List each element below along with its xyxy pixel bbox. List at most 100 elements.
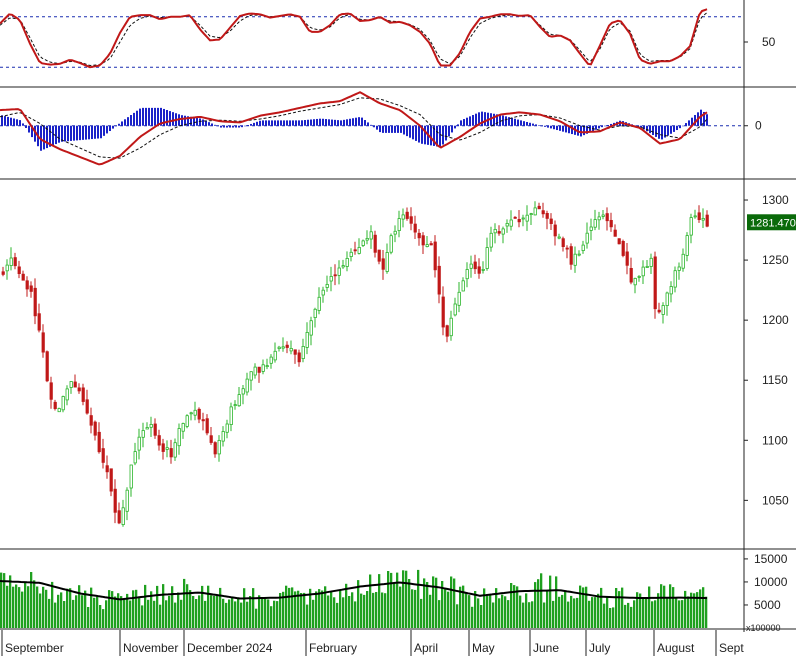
macd-histogram-bar bbox=[250, 123, 252, 126]
macd-histogram-bar bbox=[505, 116, 507, 126]
candlestick bbox=[273, 342, 277, 363]
macd-histogram-bar bbox=[640, 125, 642, 128]
candlestick-body bbox=[149, 423, 153, 428]
volume-bar bbox=[525, 593, 528, 628]
candlestick bbox=[293, 349, 297, 364]
macd-histogram-bar bbox=[223, 125, 225, 128]
candlestick-body bbox=[517, 218, 521, 223]
candlestick-body bbox=[605, 213, 609, 222]
macd-histogram-bar bbox=[274, 120, 276, 126]
volume-bar bbox=[438, 600, 441, 628]
last-price-label: 1281.470 bbox=[750, 217, 796, 229]
candlestick bbox=[545, 210, 549, 230]
candlestick bbox=[97, 422, 101, 454]
candlestick bbox=[117, 502, 121, 525]
candlestick-body bbox=[425, 244, 429, 248]
macd-histogram-bar bbox=[538, 125, 540, 126]
volume-bar bbox=[561, 594, 564, 628]
candlestick bbox=[193, 401, 197, 421]
macd-histogram-bar bbox=[556, 125, 558, 131]
candlestick-body bbox=[373, 234, 377, 253]
volume-bar bbox=[501, 594, 504, 628]
macd-histogram-bar bbox=[406, 125, 408, 137]
candlestick bbox=[21, 270, 25, 281]
macd-histogram-bar bbox=[334, 119, 336, 126]
volume-bar bbox=[534, 582, 537, 628]
candlestick-body bbox=[185, 415, 189, 427]
volume-bar bbox=[528, 602, 531, 628]
macd-histogram-bar bbox=[436, 125, 438, 147]
candlestick-body bbox=[305, 331, 309, 348]
candlestick bbox=[461, 277, 465, 292]
candlestick bbox=[369, 225, 373, 249]
macd-histogram-bar bbox=[172, 112, 174, 126]
volume-bar bbox=[582, 587, 585, 628]
candlestick-body bbox=[237, 394, 241, 407]
volume-bar bbox=[231, 597, 234, 628]
volume-bar bbox=[348, 596, 351, 628]
candlestick bbox=[141, 422, 145, 448]
candlestick-body bbox=[665, 292, 669, 307]
candlestick bbox=[529, 212, 533, 225]
macd-histogram-bar bbox=[313, 119, 315, 126]
macd-histogram-bar bbox=[565, 125, 567, 133]
volume-bar bbox=[189, 590, 192, 628]
candlestick bbox=[521, 214, 525, 227]
macd-histogram-bar bbox=[532, 123, 534, 126]
macd-histogram-bar bbox=[508, 117, 510, 126]
volume-bar bbox=[30, 572, 33, 628]
volume-bar bbox=[0, 572, 3, 628]
macd-histogram-bar bbox=[649, 125, 651, 134]
candlestick bbox=[281, 337, 285, 352]
volume-bar bbox=[366, 591, 369, 628]
volume-bar bbox=[330, 591, 333, 628]
candlestick-body bbox=[533, 207, 537, 216]
volume-bar bbox=[126, 593, 129, 628]
candlestick bbox=[357, 238, 361, 255]
macd-histogram-bar bbox=[370, 124, 372, 126]
x-axis-label: May bbox=[472, 641, 495, 655]
volume-bar bbox=[261, 597, 264, 628]
candlestick-body bbox=[645, 265, 649, 268]
candlestick-body bbox=[537, 205, 541, 210]
macd-histogram-bar bbox=[229, 125, 231, 128]
candlestick-body bbox=[381, 258, 385, 270]
price-tick-label: 1250 bbox=[762, 253, 789, 267]
candlestick-body bbox=[681, 253, 685, 269]
volume-bar bbox=[558, 596, 561, 628]
macd-histogram-bar bbox=[55, 125, 57, 145]
macd-histogram-bar bbox=[34, 125, 36, 142]
macd-histogram-bar bbox=[469, 116, 471, 126]
candlestick-body bbox=[317, 296, 321, 311]
macd-histogram-bar bbox=[463, 119, 465, 126]
candlestick-body bbox=[57, 408, 61, 413]
candlestick bbox=[277, 345, 281, 352]
volume-bar bbox=[306, 604, 309, 628]
macd-histogram-bar bbox=[583, 125, 585, 136]
chart-frame bbox=[0, 0, 796, 632]
volume-tick-label: 10000 bbox=[754, 575, 788, 589]
volume-bar bbox=[141, 605, 144, 628]
candlestick-body bbox=[221, 431, 225, 442]
volume-bar bbox=[210, 595, 213, 628]
volume-bar bbox=[219, 587, 222, 628]
candlestick-body bbox=[497, 231, 501, 234]
macd-histogram-bar bbox=[238, 125, 240, 128]
macd-histogram-bar bbox=[268, 120, 270, 126]
macd-histogram-bar bbox=[139, 108, 141, 126]
candlestick bbox=[69, 381, 73, 394]
volume-bar bbox=[294, 591, 297, 628]
volume-bar bbox=[687, 596, 690, 628]
macd-histogram-bar bbox=[415, 125, 417, 141]
candlestick bbox=[437, 256, 441, 304]
macd-histogram-bar bbox=[247, 125, 249, 126]
volume-bar bbox=[81, 595, 84, 628]
candlestick-body bbox=[97, 431, 101, 453]
macd-histogram-bar bbox=[460, 120, 462, 126]
macd-histogram-bar bbox=[685, 123, 687, 126]
candlestick-body bbox=[641, 266, 645, 277]
candlestick bbox=[601, 210, 605, 220]
macd-histogram-bar bbox=[145, 107, 147, 126]
volume-bar bbox=[567, 601, 570, 628]
candlestick-body bbox=[405, 211, 409, 219]
